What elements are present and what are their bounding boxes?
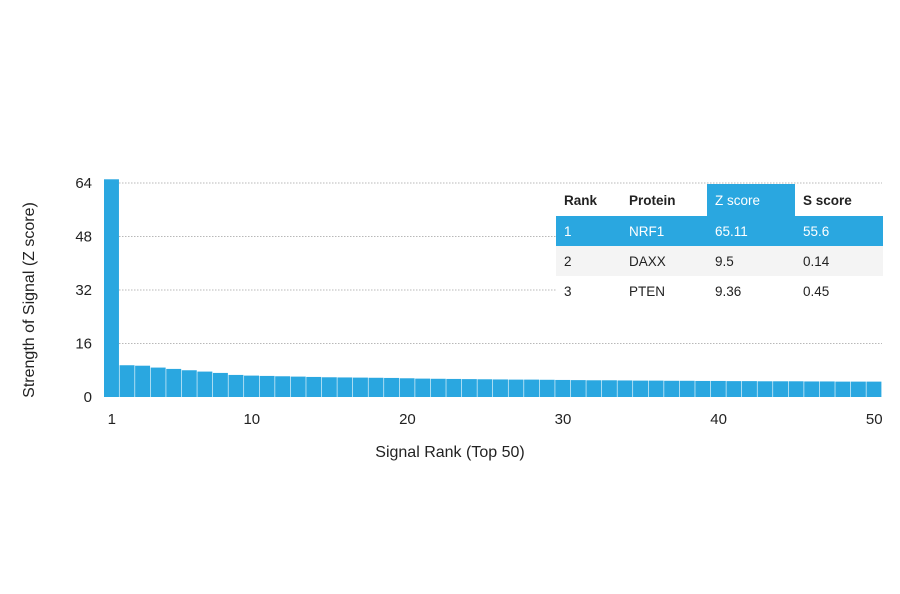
cell-s-score: 55.6 <box>795 216 883 246</box>
table-row: 2 DAXX 9.5 0.14 <box>556 246 883 276</box>
header-s-score: S score <box>795 184 883 216</box>
bar-rank-19 <box>384 377 400 397</box>
y-tick-label: 64 <box>75 175 92 192</box>
cell-z-score: 65.11 <box>707 216 795 246</box>
x-tick-label: 1 <box>108 411 116 428</box>
bar-rank-38 <box>679 380 695 397</box>
bar-rank-2 <box>119 365 135 397</box>
bar-rank-30 <box>555 379 571 397</box>
y-axis-label: Strength of Signal (Z score) <box>21 202 38 398</box>
bar-rank-32 <box>586 380 602 397</box>
cell-protein: PTEN <box>629 283 666 299</box>
bar-rank-25 <box>477 379 493 397</box>
bar-rank-37 <box>664 380 680 397</box>
bar-rank-10 <box>244 375 259 397</box>
rank-table: Rank Protein Z score S score 1 NRF1 65.1… <box>556 184 883 306</box>
bar-rank-7 <box>197 371 213 397</box>
bar-rank-28 <box>524 379 540 397</box>
bar-rank-50 <box>866 381 882 397</box>
bar-rank-5 <box>166 368 182 397</box>
bar-rank-23 <box>446 378 462 397</box>
bar-rank-31 <box>570 380 586 397</box>
table-row: 1 NRF1 65.11 55.6 <box>556 216 883 246</box>
x-tick-label: 50 <box>866 411 883 428</box>
x-tick-labels: 1 10 20 30 40 50 <box>108 411 883 428</box>
bar-rank-40 <box>710 380 726 397</box>
header-protein: Protein <box>621 184 707 216</box>
bar-rank-21 <box>415 378 431 397</box>
bar-rank-3 <box>135 365 151 397</box>
x-tick-label: 40 <box>710 411 727 428</box>
bars <box>104 179 882 397</box>
bar-rank-6 <box>181 370 197 397</box>
bar-rank-43 <box>757 381 773 397</box>
table-header-row: Rank Protein Z score S score <box>556 184 883 216</box>
bar-rank-33 <box>601 380 617 397</box>
y-tick-label: 48 <box>75 229 92 246</box>
cell-rank: 1 <box>556 216 621 246</box>
y-tick-label: 0 <box>84 389 92 406</box>
bar-rank-34 <box>617 380 633 397</box>
bar-rank-1 <box>104 179 119 397</box>
bar-rank-24 <box>461 379 477 397</box>
x-tick-label: 20 <box>399 411 416 428</box>
table-row: 3 PTEN 9.36 0.45 <box>556 276 883 306</box>
bar-rank-35 <box>633 380 648 397</box>
bar-rank-29 <box>539 379 555 397</box>
bar-rank-46 <box>804 381 820 397</box>
bar-rank-14 <box>306 376 322 397</box>
bar-rank-44 <box>773 381 789 397</box>
bar-rank-22 <box>430 378 446 397</box>
bar-rank-11 <box>259 375 275 397</box>
header-z-score: Z score <box>707 184 795 216</box>
bar-rank-42 <box>741 381 757 397</box>
y-tick-label: 32 <box>75 282 92 299</box>
bar-rank-48 <box>835 381 851 397</box>
bar-rank-26 <box>493 379 508 397</box>
bar-rank-45 <box>788 381 804 397</box>
bar-rank-20 <box>399 378 415 397</box>
bar-rank-18 <box>368 377 384 397</box>
x-axis-label: Signal Rank (Top 50) <box>375 444 524 461</box>
bar-rank-9 <box>228 374 244 397</box>
bar-rank-27 <box>508 379 524 397</box>
cell-z-score: 9.5 <box>707 246 795 276</box>
bar-rank-15 <box>321 377 337 397</box>
bar-rank-39 <box>695 380 711 397</box>
bar-rank-41 <box>726 381 742 397</box>
cell-protein: NRF1 <box>621 216 707 246</box>
bar-rank-13 <box>290 376 306 397</box>
bar-rank-36 <box>648 380 664 397</box>
cell-s-score: 0.14 <box>795 246 883 276</box>
bar-rank-16 <box>337 377 353 397</box>
bar-rank-8 <box>212 372 228 397</box>
bar-rank-49 <box>850 381 866 397</box>
bar-rank-17 <box>352 377 368 397</box>
header-rank: Rank <box>556 184 621 216</box>
y-tick-label: 16 <box>75 336 92 353</box>
bar-rank-47 <box>819 381 835 397</box>
bar-rank-4 <box>150 367 166 397</box>
cell-s-score: 0.45 <box>803 283 830 299</box>
cell-z-score: 9.36 <box>715 283 742 299</box>
x-tick-label: 30 <box>555 411 572 428</box>
x-tick-label: 10 <box>243 411 260 428</box>
cell-rank: 2 <box>556 246 621 276</box>
cell-protein: DAXX <box>621 246 707 276</box>
bar-rank-12 <box>275 376 291 397</box>
y-tick-labels: 0 16 32 48 64 <box>75 175 92 406</box>
cell-rank: 3 <box>564 283 572 299</box>
